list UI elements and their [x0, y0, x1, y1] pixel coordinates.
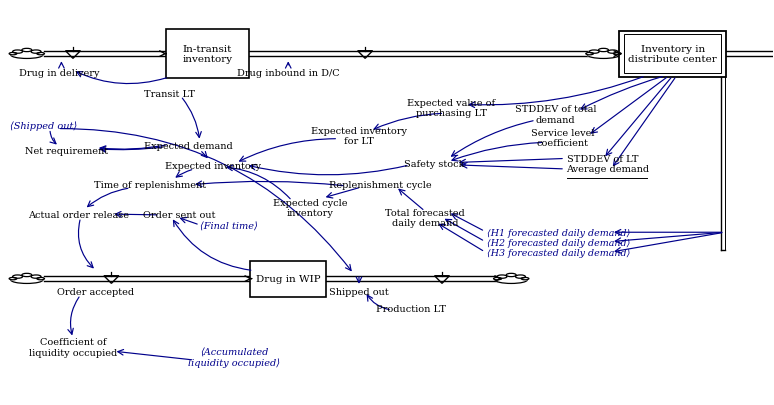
Text: ⟨H1 forecasted daily demand⟩: ⟨H1 forecasted daily demand⟩: [487, 228, 630, 237]
Ellipse shape: [521, 278, 529, 280]
Ellipse shape: [9, 278, 17, 280]
Ellipse shape: [515, 275, 526, 279]
Text: Drug in WIP: Drug in WIP: [256, 275, 320, 284]
FancyBboxPatch shape: [624, 35, 721, 74]
Text: Order accepted: Order accepted: [57, 287, 135, 296]
Ellipse shape: [587, 52, 620, 59]
Text: Expected value of
purchasing LT: Expected value of purchasing LT: [407, 98, 495, 117]
Text: Net requirement: Net requirement: [26, 147, 108, 156]
Text: ⟨Shipped out⟩: ⟨Shipped out⟩: [10, 121, 77, 131]
Ellipse shape: [11, 52, 43, 59]
Ellipse shape: [586, 53, 594, 55]
Text: Expected cycle
inventory: Expected cycle inventory: [272, 198, 347, 217]
Ellipse shape: [12, 275, 22, 279]
Text: Total forecasted
daily demand: Total forecasted daily demand: [385, 208, 465, 228]
Text: Inventory in
distribute center: Inventory in distribute center: [628, 45, 717, 64]
Text: ⟨Accumulated
liquidity occupied⟩: ⟨Accumulated liquidity occupied⟩: [188, 347, 280, 367]
Text: Expected demand: Expected demand: [144, 142, 233, 151]
Text: Drug inbound in D/C: Drug inbound in D/C: [237, 69, 340, 78]
Text: ⟨H2 forecasted daily demand⟩: ⟨H2 forecasted daily demand⟩: [487, 238, 630, 247]
Ellipse shape: [494, 278, 502, 280]
Text: Expected inventory: Expected inventory: [165, 162, 261, 171]
Text: Coefficient of
liquidity occupied: Coefficient of liquidity occupied: [29, 338, 117, 357]
Text: Order sent out: Order sent out: [143, 210, 215, 219]
Text: Replenishment cycle: Replenishment cycle: [329, 181, 432, 190]
Ellipse shape: [495, 277, 527, 284]
Text: STDDEV of LT: STDDEV of LT: [567, 155, 638, 164]
Ellipse shape: [506, 274, 516, 277]
Ellipse shape: [37, 53, 45, 55]
FancyBboxPatch shape: [250, 261, 327, 297]
Ellipse shape: [9, 53, 17, 55]
Text: ⟨Final time⟩: ⟨Final time⟩: [200, 221, 258, 230]
Text: Service level
coefficient: Service level coefficient: [531, 128, 594, 148]
Text: Time of replenishment: Time of replenishment: [94, 181, 206, 190]
FancyBboxPatch shape: [619, 32, 726, 77]
Ellipse shape: [608, 51, 618, 54]
Text: Expected inventory
for LT: Expected inventory for LT: [311, 126, 407, 146]
Text: Drug in delivery: Drug in delivery: [19, 69, 99, 78]
Text: Actual order release: Actual order release: [28, 210, 128, 219]
Ellipse shape: [37, 278, 45, 280]
Ellipse shape: [598, 49, 608, 53]
Ellipse shape: [31, 51, 41, 54]
Text: Safety stock: Safety stock: [404, 160, 464, 169]
Text: In-transit
inventory: In-transit inventory: [183, 45, 232, 64]
Ellipse shape: [614, 53, 622, 55]
Text: Production LT: Production LT: [376, 305, 447, 313]
Text: Shipped out: Shipped out: [329, 287, 389, 296]
Ellipse shape: [22, 274, 32, 277]
Text: Transit LT: Transit LT: [143, 90, 194, 98]
Ellipse shape: [11, 277, 43, 284]
Text: ⟨H3 forecasted daily demand⟩: ⟨H3 forecasted daily demand⟩: [487, 249, 630, 258]
Text: Average demand: Average demand: [567, 165, 649, 174]
Ellipse shape: [31, 275, 41, 279]
Ellipse shape: [589, 51, 599, 54]
Text: STDDEV of total
demand: STDDEV of total demand: [515, 105, 597, 124]
FancyBboxPatch shape: [166, 30, 249, 79]
Ellipse shape: [12, 51, 22, 54]
Ellipse shape: [497, 275, 507, 279]
Ellipse shape: [22, 49, 32, 53]
